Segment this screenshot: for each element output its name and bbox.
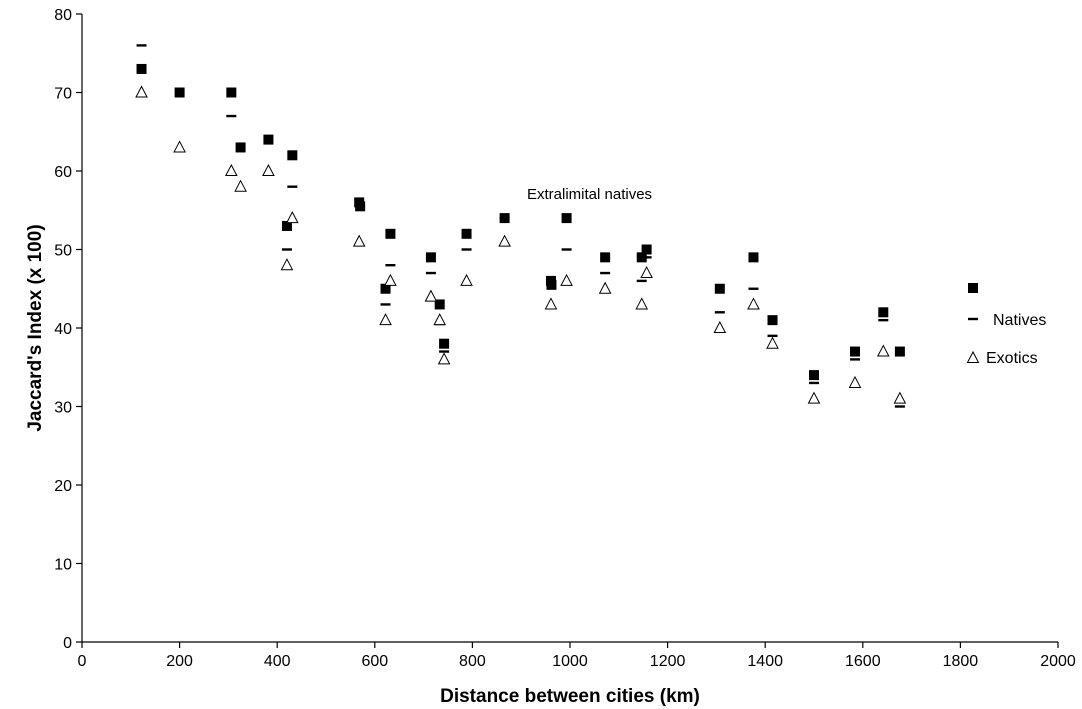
exotics-point	[437, 352, 451, 365]
square-point	[136, 63, 147, 74]
x-tick-label: 2000	[1040, 653, 1076, 670]
exotics-point	[498, 234, 511, 247]
exotics-point	[560, 273, 573, 286]
x-tick-label: 800	[459, 653, 486, 670]
square-point	[263, 134, 274, 145]
legend-triangle-marker	[966, 350, 980, 363]
x-tick-label: 0	[78, 653, 87, 670]
x-axis-title: Distance between cities (km)	[440, 686, 700, 707]
exotics-point	[135, 85, 148, 98]
square-point	[281, 220, 292, 231]
exotics-point	[713, 320, 727, 333]
square-point	[355, 201, 366, 212]
y-tick-label: 70	[54, 86, 72, 103]
square-point	[434, 299, 445, 310]
x-tick-label: 400	[264, 653, 291, 670]
exotics-point	[225, 163, 238, 176]
legend: Natives Exotics	[966, 283, 1046, 367]
exotics-point	[460, 273, 473, 286]
exotics-point	[280, 258, 294, 271]
x-tick-label: 1200	[650, 653, 686, 670]
y-tick-label: 30	[54, 400, 72, 417]
exotics-point	[352, 234, 366, 247]
square-point	[174, 87, 185, 98]
legend-marker-unlabeled-square	[968, 283, 978, 293]
square-point	[439, 338, 450, 349]
y-tick-label: 80	[54, 7, 72, 24]
square-point	[287, 150, 298, 161]
square-point	[714, 283, 725, 294]
exotics-point	[640, 265, 653, 279]
square-point	[226, 87, 237, 98]
y-tick-label: 40	[54, 321, 72, 338]
exotics-point	[384, 273, 397, 286]
exotics-point	[262, 163, 275, 176]
exotics-point	[893, 391, 907, 404]
square-point	[878, 307, 889, 318]
exotics-point	[766, 336, 779, 349]
exotics-point	[424, 289, 438, 302]
legend-label-exotics: Exotics	[986, 350, 1038, 367]
square-point	[641, 244, 652, 255]
square-point	[425, 252, 436, 263]
square-point	[461, 228, 472, 239]
exotics-point	[848, 375, 862, 388]
x-tick-label: 1800	[943, 653, 979, 670]
square-point	[385, 228, 396, 239]
square-point	[894, 346, 905, 357]
exotics-point	[876, 344, 890, 357]
legend-label-natives: Natives	[993, 312, 1046, 329]
x-tick-label: 1600	[845, 653, 881, 670]
legend-square-marker	[968, 283, 978, 293]
y-axis-ticks: 0 10 20 30 40 50 60 70 80	[54, 7, 82, 652]
y-tick-label: 0	[63, 635, 72, 652]
exotics-point	[598, 281, 612, 294]
square-point	[561, 213, 572, 224]
exotics-point	[544, 297, 558, 310]
square-point	[767, 315, 778, 326]
exotics-point	[234, 179, 247, 192]
legend-item-natives: Natives	[968, 312, 1046, 329]
y-axis-title: Jaccard's Index (x 100)	[25, 224, 46, 431]
exotics-point	[807, 391, 821, 404]
x-tick-label: 1400	[747, 653, 783, 670]
exotics-point	[635, 297, 649, 310]
square-point	[600, 252, 611, 263]
square-point	[235, 142, 246, 153]
legend-item-exotics: Exotics	[966, 350, 1038, 367]
square-point	[546, 279, 557, 290]
exotics-point	[286, 211, 299, 224]
exotics-point	[433, 313, 447, 326]
x-tick-label: 1000	[552, 653, 588, 670]
square-point	[748, 252, 759, 263]
x-tick-label: 600	[361, 653, 388, 670]
annotation-extralimital-natives: Extralimital natives	[527, 186, 652, 203]
square-point	[809, 370, 819, 381]
x-axis-ticks: 0 200 400 600 800 1000 1200 1400 1600 1800 2000	[78, 642, 1076, 670]
data-points	[135, 44, 907, 408]
legend-marker-exotics	[966, 350, 980, 363]
y-tick-label: 10	[54, 557, 72, 574]
y-tick-label: 50	[54, 243, 72, 260]
square-point	[849, 346, 860, 357]
y-tick-label: 20	[54, 478, 72, 495]
axes	[81, 14, 1058, 643]
x-tick-label: 200	[166, 653, 193, 670]
y-tick-label: 60	[54, 164, 72, 181]
exotics-point	[173, 140, 186, 153]
exotics-point	[379, 313, 392, 326]
exotics-point	[747, 297, 760, 310]
square-point	[380, 283, 391, 294]
